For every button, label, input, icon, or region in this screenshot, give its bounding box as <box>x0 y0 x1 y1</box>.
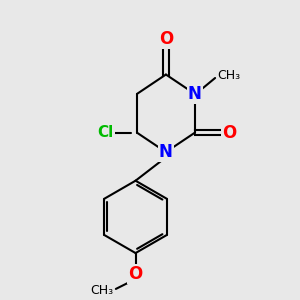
Text: N: N <box>159 143 173 161</box>
Text: O: O <box>159 30 173 48</box>
Text: O: O <box>222 124 236 142</box>
Text: CH₃: CH₃ <box>90 284 113 297</box>
Text: Cl: Cl <box>97 125 113 140</box>
Text: N: N <box>188 85 202 103</box>
Text: O: O <box>128 265 143 283</box>
Text: CH₃: CH₃ <box>218 69 241 82</box>
